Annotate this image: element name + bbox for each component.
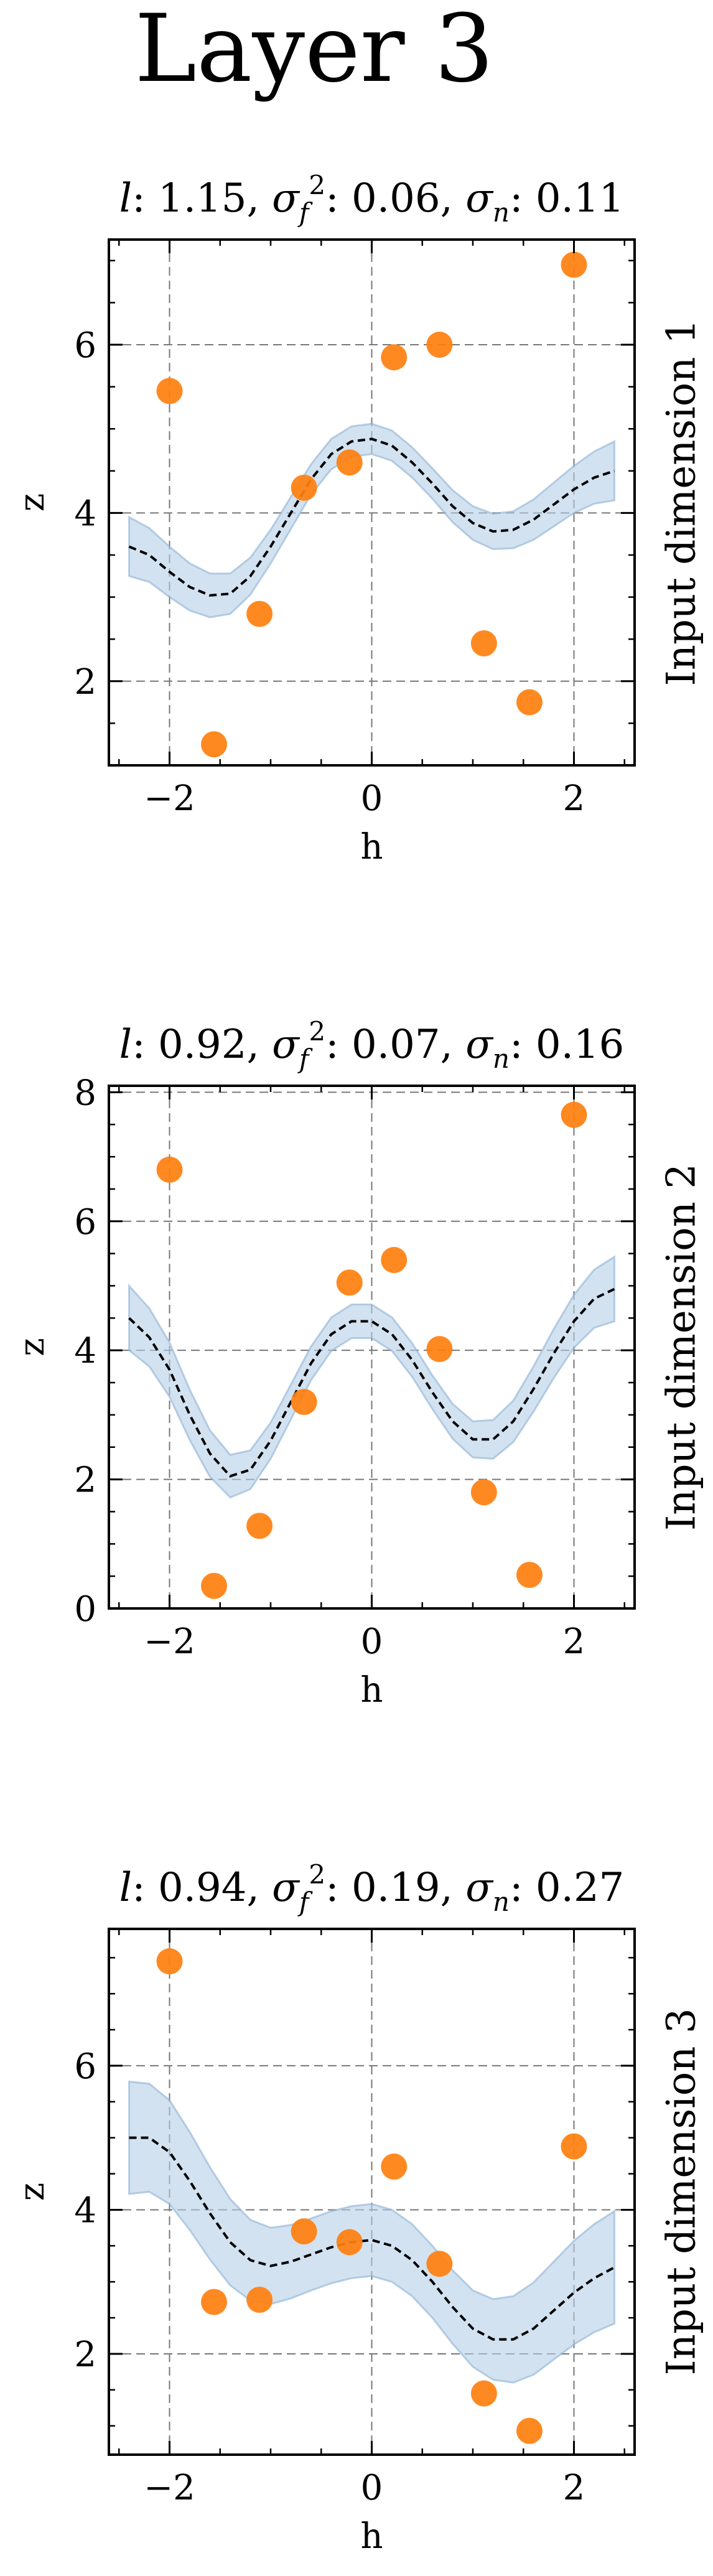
param-lengthscale: 0.94 bbox=[158, 1865, 247, 1911]
data-point bbox=[381, 2153, 408, 2180]
data-point bbox=[561, 2133, 587, 2160]
data-point bbox=[291, 2218, 317, 2245]
data-point bbox=[561, 1101, 587, 1128]
row-side-label: Input dimension 3 bbox=[659, 2008, 705, 2375]
param-noise: 0.27 bbox=[536, 1865, 625, 1911]
x-tick-label: 0 bbox=[361, 778, 383, 819]
data-point bbox=[246, 2287, 273, 2313]
mean-line bbox=[128, 1287, 615, 1478]
data-point bbox=[516, 1562, 543, 1589]
param-signal-variance: 0.06 bbox=[352, 175, 440, 222]
data-point bbox=[426, 2251, 453, 2277]
x-tick-label: 2 bbox=[563, 778, 585, 819]
data-point bbox=[156, 378, 183, 404]
x-axis-label: h bbox=[360, 827, 383, 867]
y-tick-label: 4 bbox=[74, 493, 96, 534]
x-tick-label: 2 bbox=[563, 2468, 585, 2508]
x-axis-label: h bbox=[360, 2516, 383, 2557]
param-signal-variance: 0.07 bbox=[352, 1022, 440, 1068]
y-axis-label: z bbox=[12, 493, 52, 512]
mean-line bbox=[128, 437, 615, 597]
data-point bbox=[291, 474, 317, 501]
y-tick-label: 6 bbox=[74, 2046, 96, 2087]
data-point bbox=[470, 1479, 497, 1506]
plot-area bbox=[109, 1929, 635, 2455]
x-tick-label: 0 bbox=[361, 1622, 383, 1662]
data-point bbox=[156, 1156, 183, 1183]
data-point bbox=[426, 332, 453, 358]
data-point bbox=[516, 2417, 543, 2444]
y-axis-label: z bbox=[12, 2183, 52, 2201]
y-tick-label: 6 bbox=[74, 325, 96, 366]
data-point bbox=[336, 2229, 363, 2256]
param-noise: 0.11 bbox=[536, 175, 625, 222]
data-point bbox=[291, 1389, 317, 1416]
plot-area bbox=[109, 240, 635, 765]
panel-title: l: 0.92, σf2: 0.07, σn: 0.16 bbox=[119, 1016, 625, 1074]
figure-title: Layer 3 bbox=[134, 0, 493, 103]
data-point bbox=[381, 344, 408, 371]
y-axis-label: z bbox=[12, 1338, 52, 1356]
data-point bbox=[201, 1572, 227, 1599]
x-tick-label: −2 bbox=[144, 2468, 195, 2508]
data-point bbox=[561, 251, 587, 278]
x-tick-label: 0 bbox=[361, 2468, 383, 2508]
panel-title: l: 1.15, σf2: 0.06, σn: 0.11 bbox=[119, 170, 625, 228]
data-point bbox=[201, 731, 227, 758]
mean-line bbox=[129, 2136, 615, 2341]
data-point bbox=[470, 630, 497, 656]
y-tick-label: 8 bbox=[74, 1073, 96, 1113]
param-signal-variance: 0.19 bbox=[352, 1865, 440, 1911]
chart-panel-1: l: 1.15, σf2: 0.06, σn: 0.11 −2 0 2 2 4 6 h z Inp… bbox=[12, 170, 705, 867]
data-point bbox=[246, 600, 273, 627]
y-tick-label: 4 bbox=[74, 2190, 96, 2231]
param-lengthscale: 0.92 bbox=[158, 1022, 247, 1068]
data-point bbox=[336, 449, 363, 476]
param-lengthscale: 1.15 bbox=[158, 175, 247, 222]
y-tick-label: 4 bbox=[74, 1331, 96, 1371]
chart-panel-2: l: 0.92, σf2: 0.07, σn: 0.16 −2 0 2 0 2 4 6 8 h z I… bbox=[12, 1016, 705, 1710]
data-point bbox=[426, 1336, 453, 1363]
x-tick-label: −2 bbox=[144, 1622, 195, 1662]
data-point bbox=[381, 1247, 408, 1273]
x-tick-label: −2 bbox=[144, 778, 195, 819]
data-point bbox=[336, 1269, 363, 1296]
data-point bbox=[246, 1513, 273, 1539]
y-tick-label: 2 bbox=[74, 662, 96, 702]
x-tick-label: 2 bbox=[563, 1622, 585, 1662]
data-point bbox=[516, 689, 543, 716]
confidence-band bbox=[128, 1255, 615, 1499]
row-side-label: Input dimension 2 bbox=[659, 1164, 705, 1531]
data-point bbox=[201, 2289, 227, 2315]
data-point bbox=[156, 1948, 183, 1975]
y-tick-label: 2 bbox=[74, 2335, 96, 2375]
y-tick-label: 0 bbox=[74, 1589, 96, 1630]
x-axis-label: h bbox=[360, 1670, 383, 1710]
chart-panel-3: l: 0.94, σf2: 0.19, σn: 0.27 −2 0 2 2 4 6 h z Inp… bbox=[12, 1859, 705, 2557]
y-tick-label: 2 bbox=[74, 1460, 96, 1501]
param-noise: 0.16 bbox=[536, 1022, 625, 1068]
data-point bbox=[470, 2380, 497, 2407]
y-tick-label: 6 bbox=[74, 1202, 96, 1243]
row-side-label: Input dimension 1 bbox=[659, 319, 705, 686]
panel-title: l: 0.94, σf2: 0.19, σn: 0.27 bbox=[119, 1859, 625, 1917]
plot-area bbox=[109, 1086, 635, 1608]
